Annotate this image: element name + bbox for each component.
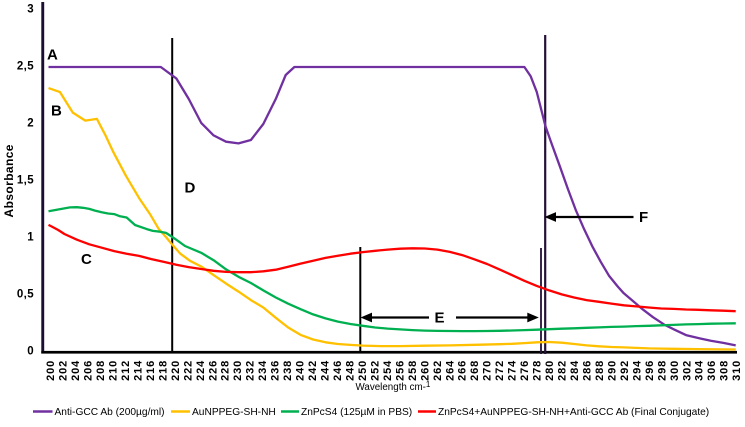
svg-text:264: 264	[444, 360, 456, 381]
svg-text:306: 306	[706, 360, 718, 381]
svg-text:E: E	[435, 310, 445, 327]
svg-text:278: 278	[532, 360, 544, 381]
svg-text:256: 256	[394, 360, 406, 381]
svg-text:1: 1	[27, 232, 34, 244]
svg-text:220: 220	[170, 360, 182, 381]
svg-text:276: 276	[519, 360, 531, 381]
svg-text:200: 200	[45, 360, 57, 381]
svg-text:270: 270	[482, 360, 494, 381]
svg-text:A: A	[47, 47, 58, 64]
svg-text:ZnPcS4 (125µM in PBS): ZnPcS4 (125µM in PBS)	[301, 407, 412, 418]
svg-text:266: 266	[457, 360, 469, 381]
svg-text:260: 260	[419, 360, 431, 381]
svg-text:244: 244	[320, 360, 332, 381]
svg-text:298: 298	[656, 360, 668, 381]
svg-text:224: 224	[195, 360, 207, 381]
svg-text:286: 286	[582, 360, 594, 381]
svg-text:206: 206	[83, 360, 95, 381]
svg-text:210: 210	[108, 360, 120, 381]
svg-text:282: 282	[557, 360, 569, 381]
svg-text:3: 3	[27, 4, 34, 16]
svg-text:294: 294	[631, 360, 643, 381]
svg-text:F: F	[639, 209, 648, 226]
svg-text:236: 236	[270, 360, 282, 381]
svg-text:0,5: 0,5	[17, 289, 34, 301]
svg-text:0: 0	[27, 346, 34, 358]
svg-text:C: C	[81, 251, 92, 268]
svg-text:1,5: 1,5	[17, 175, 34, 187]
svg-text:302: 302	[681, 360, 693, 381]
svg-text:290: 290	[606, 360, 618, 381]
svg-text:232: 232	[245, 360, 257, 381]
svg-text:268: 268	[469, 360, 481, 381]
svg-text:202: 202	[58, 360, 70, 381]
svg-text:284: 284	[569, 360, 581, 381]
svg-text:2,5: 2,5	[17, 61, 34, 73]
svg-text:248: 248	[345, 360, 357, 381]
svg-text:246: 246	[332, 360, 344, 381]
svg-text:228: 228	[220, 360, 232, 381]
svg-text:212: 212	[120, 360, 132, 381]
svg-text:AuNPPEG-SH-NH: AuNPPEG-SH-NH	[192, 407, 276, 418]
svg-text:D: D	[185, 180, 196, 197]
svg-text:204: 204	[70, 360, 82, 381]
svg-text:280: 280	[544, 360, 556, 381]
svg-text:B: B	[51, 103, 62, 120]
svg-text:272: 272	[494, 360, 506, 381]
svg-text:240: 240	[295, 360, 307, 381]
svg-text:304: 304	[694, 360, 706, 381]
svg-text:216: 216	[145, 360, 157, 381]
svg-text:Wavelength cm-1: Wavelength cm-1	[356, 380, 431, 393]
svg-text:250: 250	[357, 360, 369, 381]
svg-text:214: 214	[132, 360, 144, 381]
svg-text:308: 308	[719, 360, 731, 381]
svg-text:238: 238	[282, 360, 294, 381]
svg-text:310: 310	[731, 360, 743, 381]
svg-text:274: 274	[507, 360, 519, 381]
svg-text:300: 300	[669, 360, 681, 381]
svg-text:Anti-GCC Ab (200µg/ml): Anti-GCC Ab (200µg/ml)	[55, 407, 165, 418]
svg-text:2: 2	[27, 118, 34, 130]
svg-text:262: 262	[432, 360, 444, 381]
svg-text:226: 226	[207, 360, 219, 381]
svg-text:234: 234	[257, 360, 269, 381]
svg-text:222: 222	[182, 360, 194, 381]
svg-text:230: 230	[232, 360, 244, 381]
svg-text:252: 252	[369, 360, 381, 381]
svg-text:218: 218	[157, 360, 169, 381]
svg-text:292: 292	[619, 360, 631, 381]
svg-text:288: 288	[594, 360, 606, 381]
svg-text:254: 254	[382, 360, 394, 381]
svg-text:296: 296	[644, 360, 656, 381]
svg-text:Absorbance: Absorbance	[2, 144, 16, 217]
svg-text:242: 242	[307, 360, 319, 381]
svg-text:ZnPcS4+AuNPPEG-SH-NH+Anti-GCC: ZnPcS4+AuNPPEG-SH-NH+Anti-GCC Ab (Final …	[438, 407, 709, 418]
svg-text:258: 258	[407, 360, 419, 381]
svg-text:208: 208	[95, 360, 107, 381]
